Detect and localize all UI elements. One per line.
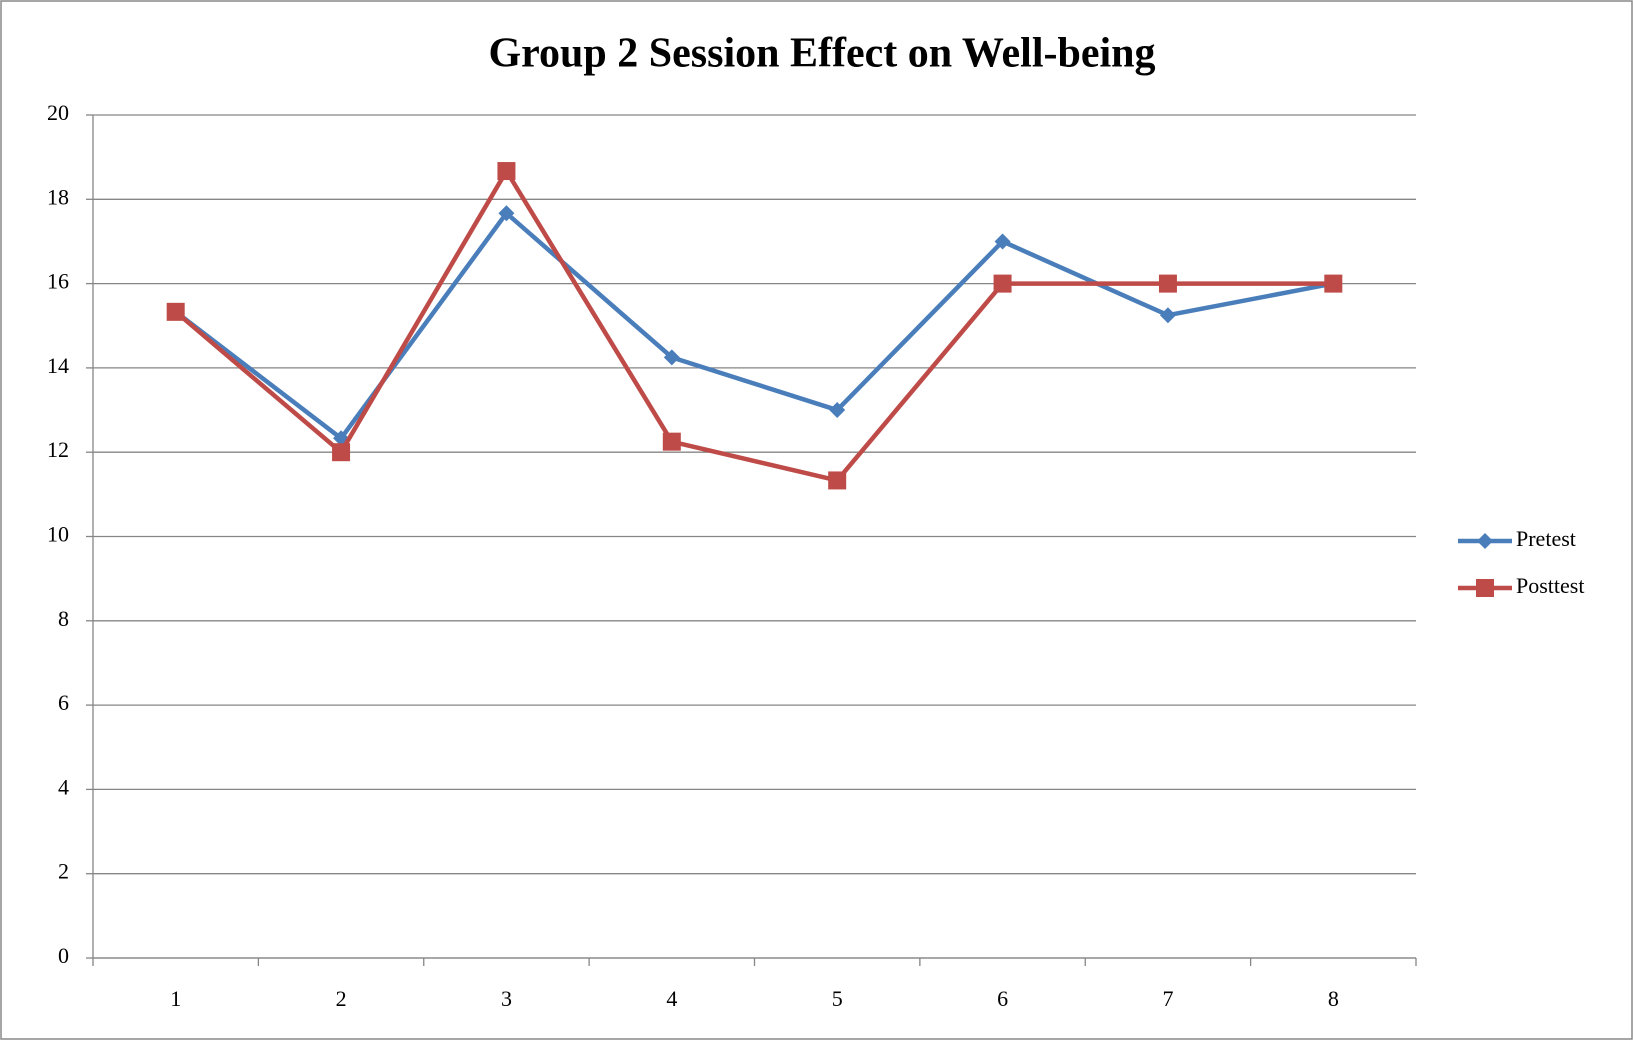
x-tick-label: 7 [1162, 986, 1173, 1011]
x-tick-label: 2 [336, 986, 347, 1011]
data-point [993, 274, 1012, 293]
y-tick-label: 4 [58, 774, 69, 799]
x-tick-label: 6 [997, 986, 1008, 1011]
legend-swatch-marker [1477, 533, 1493, 549]
x-tick-label: 8 [1328, 986, 1339, 1011]
data-point [663, 349, 680, 366]
y-tick-label: 0 [58, 943, 69, 968]
data-point [829, 402, 846, 419]
x-tick-label: 3 [501, 986, 512, 1011]
y-tick-label: 6 [58, 690, 69, 715]
y-tick-label: 18 [47, 184, 69, 209]
x-tick-label: 5 [832, 986, 843, 1011]
x-tick-label: 4 [666, 986, 677, 1011]
data-point [332, 443, 351, 462]
legend-swatch-marker [1476, 579, 1494, 597]
data-point [498, 205, 515, 222]
data-point [1324, 274, 1343, 293]
series-line [174, 168, 1334, 483]
data-point [828, 471, 847, 490]
y-tick-label: 12 [47, 437, 69, 462]
chart-title: Group 2 Session Effect on Well-being [488, 31, 1155, 77]
y-tick-label: 16 [47, 269, 69, 294]
series-line [174, 210, 1334, 441]
legend-label: Posttest [1516, 573, 1584, 598]
data-point [497, 162, 516, 181]
data-point [994, 233, 1011, 250]
data-point [1159, 307, 1176, 324]
x-tick-label: 1 [170, 986, 181, 1011]
y-tick-label: 8 [58, 606, 69, 631]
y-tick-label: 14 [47, 353, 69, 378]
data-point [662, 432, 681, 451]
data-point [166, 302, 185, 321]
data-point [1158, 274, 1177, 293]
y-tick-label: 10 [47, 522, 69, 547]
legend-label: Pretest [1516, 526, 1576, 551]
y-tick-label: 20 [47, 100, 69, 125]
y-tick-label: 2 [58, 859, 69, 884]
